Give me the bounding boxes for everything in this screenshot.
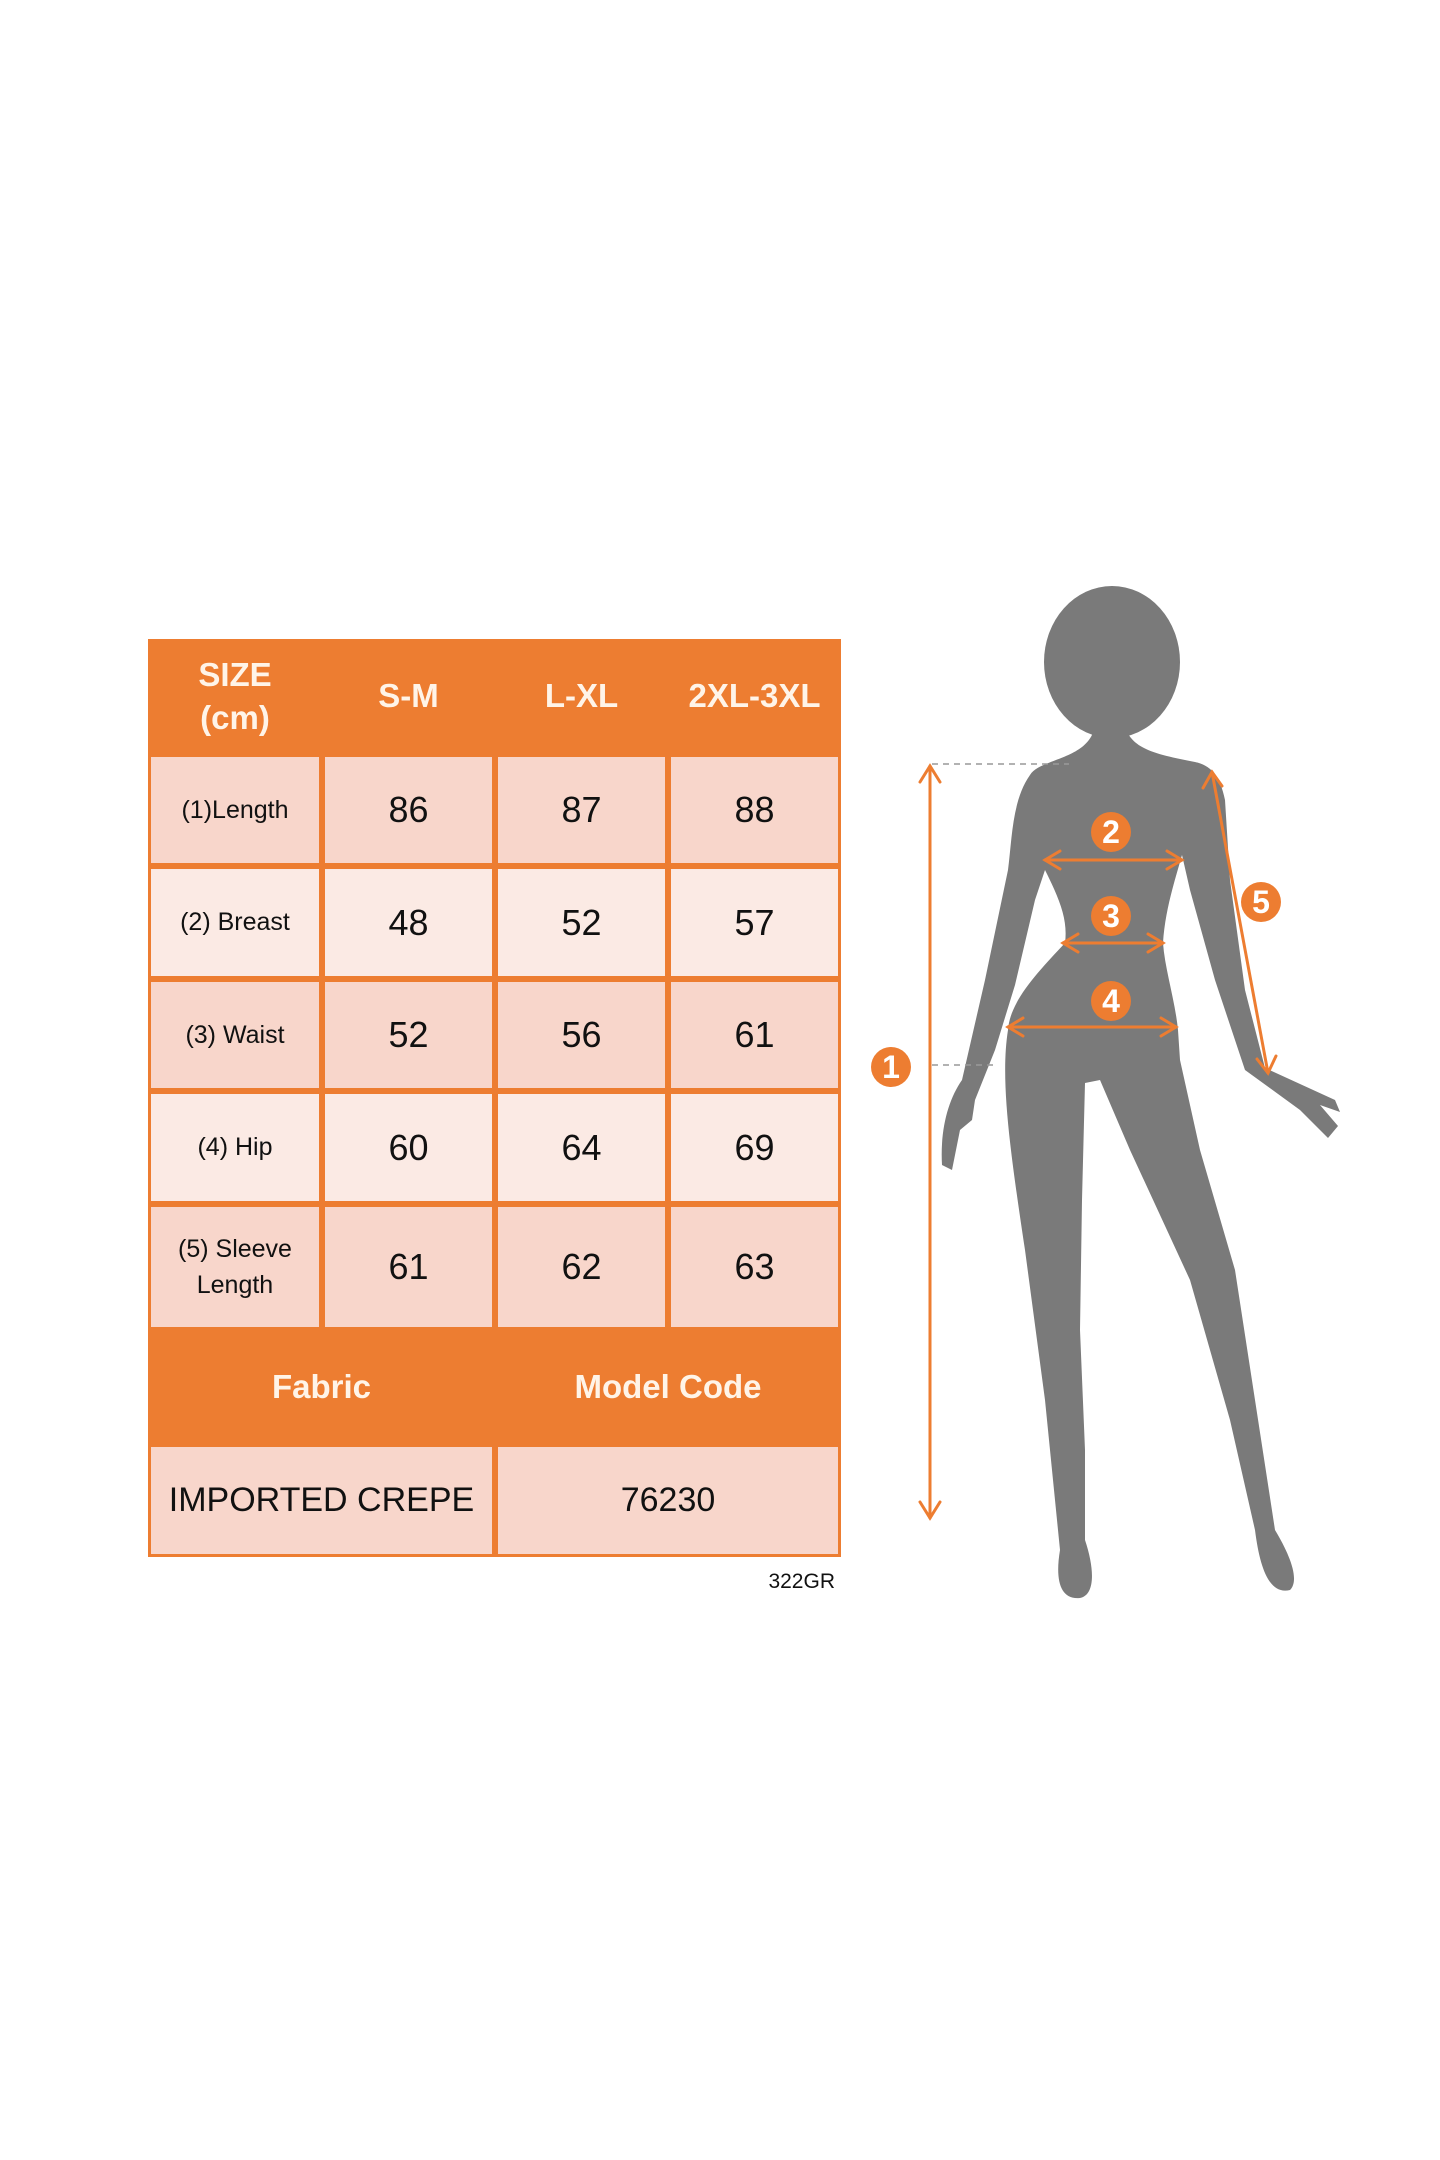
size-chart-table: SIZE (cm) S-M L-XL 2XL-3XL (1)Length 86 87 88 (2…	[148, 639, 841, 1557]
table-cell: 63	[671, 1207, 838, 1327]
product-code-tag: 322GR	[768, 1570, 835, 1593]
table-cell-text: 87	[561, 789, 602, 830]
table-cell-text: 69	[734, 1126, 775, 1168]
table-cell-text: 88	[734, 789, 775, 830]
footer-value-text: 76230	[620, 1481, 716, 1519]
row-label-text: (2) Breast	[180, 908, 290, 937]
head	[1044, 586, 1180, 738]
table-cell-text: 64	[561, 1126, 602, 1168]
table-cell: 62	[498, 1207, 665, 1327]
table-cell-text: 61	[734, 1014, 775, 1055]
table-cell-text: 86	[388, 789, 429, 830]
column-header-text: L-XL	[544, 677, 619, 715]
table-cell: 86	[325, 757, 492, 863]
table-cell: 69	[671, 1094, 838, 1201]
column-header: L-XL	[498, 642, 665, 751]
row-label: (4) Hip	[151, 1094, 319, 1201]
measurement-marker-4: 4	[1091, 981, 1131, 1021]
row-label: (2) Breast	[151, 869, 319, 976]
measurement-marker-1: 1	[871, 1047, 911, 1087]
table-cell: 56	[498, 982, 665, 1088]
table-cell-text: 60	[388, 1126, 429, 1168]
measurement-marker-3: 3	[1091, 896, 1131, 936]
column-header: SIZE (cm)	[151, 642, 319, 751]
table-cell: 87	[498, 757, 665, 863]
table-cell-text: 61	[388, 1246, 429, 1287]
table-cell: 61	[671, 982, 838, 1088]
table-cell-text: 63	[734, 1246, 775, 1287]
breast-arrow	[1042, 849, 1185, 871]
marker-number: 3	[1102, 898, 1120, 934]
footer-value: IMPORTED CREPE	[151, 1447, 492, 1554]
footer-header-text: Model Code	[574, 1367, 762, 1405]
table-cell: 60	[325, 1094, 492, 1201]
row-label-text: (3) Waist	[185, 1020, 285, 1049]
table-cell-text: 57	[734, 901, 775, 943]
table-cell: 64	[498, 1094, 665, 1201]
measurement-marker-5: 5	[1241, 882, 1281, 922]
length-arrow	[918, 763, 942, 1521]
marker-number: 5	[1252, 884, 1270, 920]
silhouette	[941, 586, 1340, 1599]
row-label-text: (5) Sleeve Length	[178, 1234, 292, 1299]
column-header: S-M	[325, 642, 492, 751]
row-label: (3) Waist	[151, 982, 319, 1088]
column-header-text: 2XL-3XL	[688, 677, 821, 715]
footer-header-text: Fabric	[271, 1367, 372, 1405]
column-header: 2XL-3XL	[671, 642, 838, 751]
row-label-text: (1)Length	[181, 795, 289, 824]
table-cell: 61	[325, 1207, 492, 1327]
waist-arrow	[1060, 932, 1166, 954]
table-cell-text: 62	[561, 1246, 602, 1287]
table-cell-text: 52	[388, 1014, 429, 1055]
column-header-text: S-M	[378, 677, 439, 715]
sleeve-arrow	[1201, 769, 1278, 1076]
measurement-marker-2: 2	[1091, 812, 1131, 852]
body	[941, 725, 1340, 1599]
table-cell: 57	[671, 869, 838, 976]
table-cell-text: 52	[561, 901, 602, 943]
table-cell: 88	[671, 757, 838, 863]
row-label-text: (4) Hip	[197, 1133, 273, 1162]
marker-number: 2	[1102, 814, 1120, 850]
marker-number: 4	[1102, 983, 1120, 1019]
table-cell-text: 56	[561, 1014, 602, 1055]
row-label: (5) Sleeve Length	[151, 1207, 319, 1327]
table-cell: 52	[325, 982, 492, 1088]
table-cell-text: 48	[388, 901, 429, 943]
footer-value-text: IMPORTED CREPE	[168, 1481, 475, 1519]
footer-header: Model Code	[498, 1333, 838, 1441]
row-label: (1)Length	[151, 757, 319, 863]
marker-number: 1	[882, 1049, 900, 1085]
table-cell: 48	[325, 869, 492, 976]
footer-header: Fabric	[151, 1333, 492, 1441]
hip-arrow	[1005, 1016, 1179, 1038]
table-cell: 52	[498, 869, 665, 976]
column-header-text: SIZE (cm)	[198, 655, 272, 736]
footer-value: 76230	[498, 1447, 838, 1554]
